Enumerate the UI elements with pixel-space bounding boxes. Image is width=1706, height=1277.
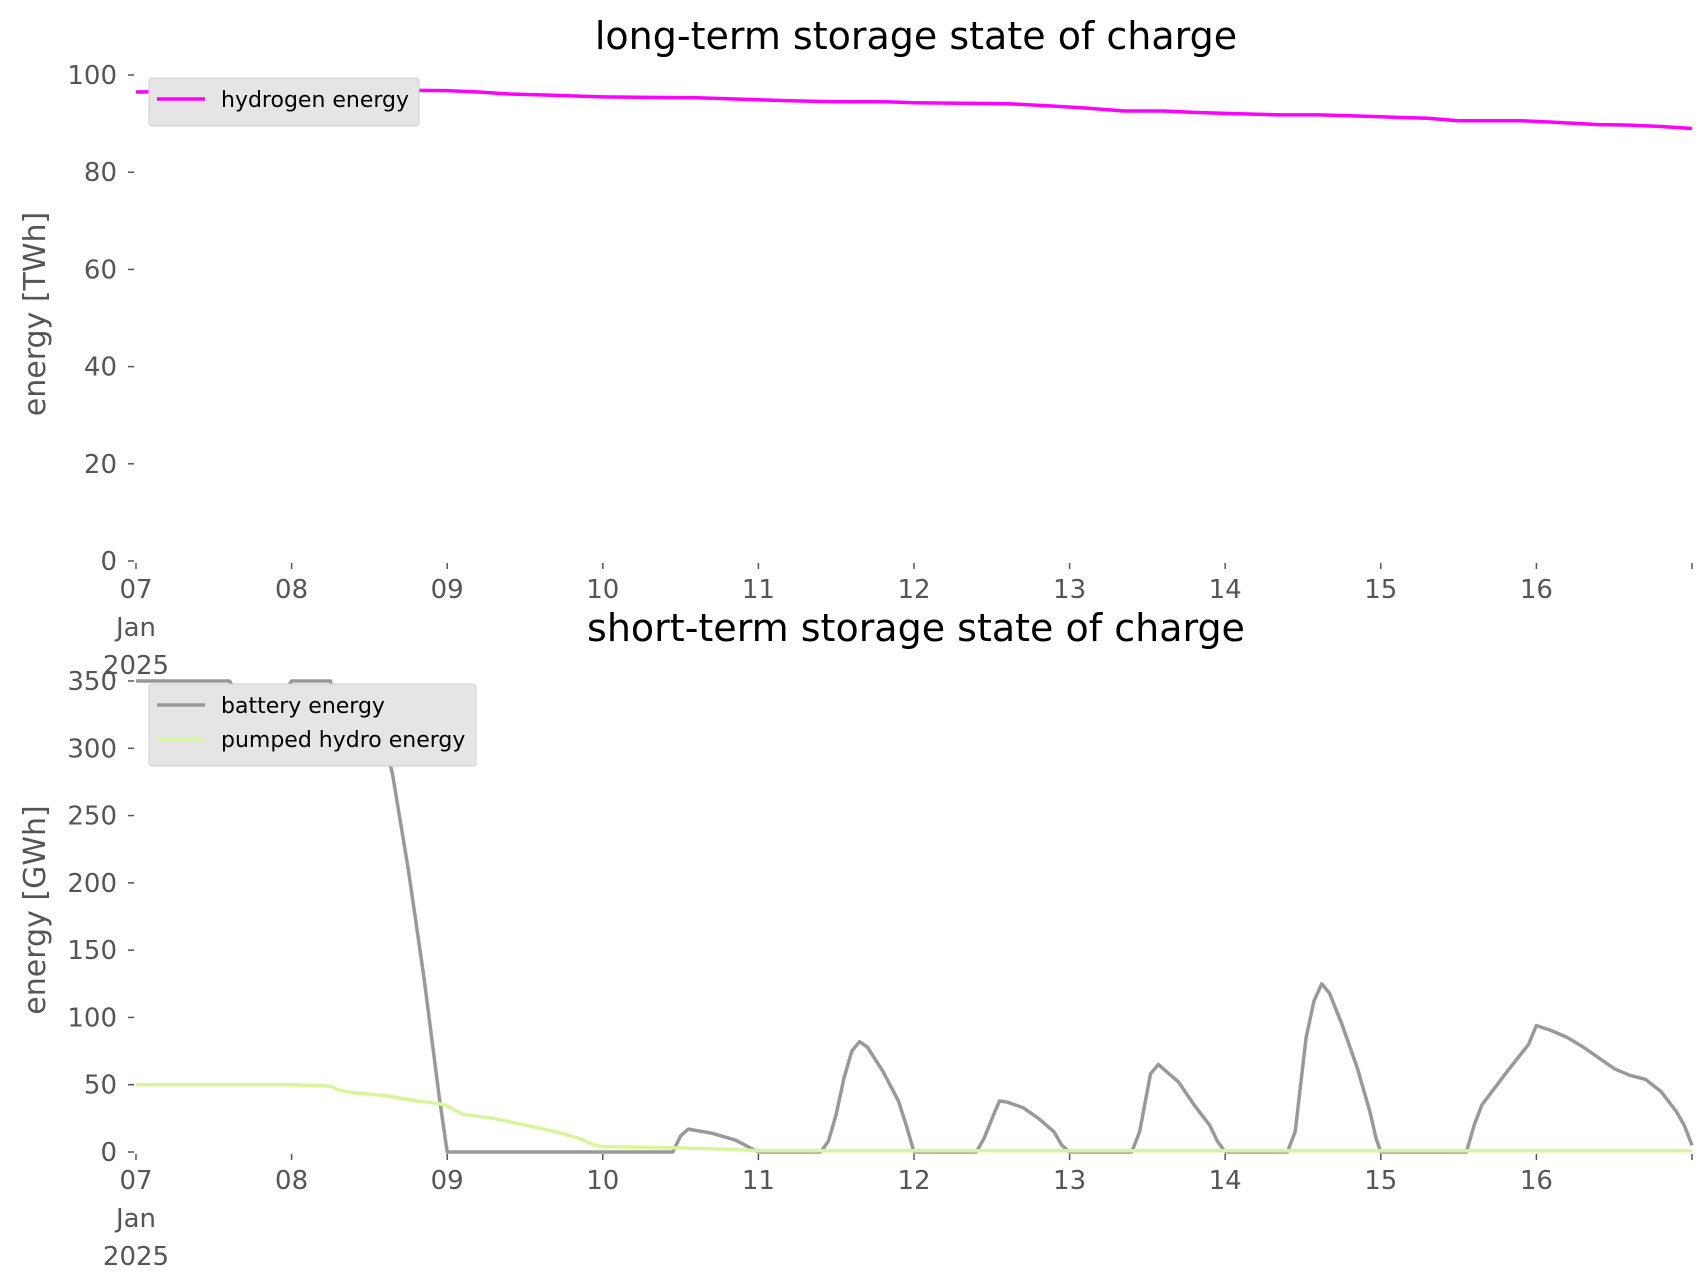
x-tick-label: 2025 [103, 1242, 169, 1272]
y-axis-ticks: 0 50 100 150 200 250 300 350 [67, 667, 134, 1168]
series-line [136, 1082, 1692, 1153]
x-tick-label: 10 [586, 575, 619, 605]
x-tick-label: 12 [897, 575, 930, 605]
x-tick-label: 13 [1053, 1166, 1086, 1196]
x-tick-label: 14 [1209, 1166, 1242, 1196]
y-tick-label: 150 [67, 936, 117, 966]
series-line [135, 88, 1693, 131]
x-tick-label: Jan [114, 1204, 156, 1234]
x-tick-label: 11 [742, 1166, 775, 1196]
legend-box [148, 77, 420, 127]
y-tick-label: 50 [84, 1071, 117, 1101]
x-tick-label: 07 [119, 1166, 152, 1196]
y-tick-label: 0 [100, 1138, 117, 1168]
x-tick-label: 15 [1364, 575, 1397, 605]
series-lines [136, 679, 1694, 1154]
x-tick-label: 09 [431, 1166, 464, 1196]
x-axis-ticks: 07 Jan 2025 08 09 10 11 12 13 14 15 16 [103, 1154, 1693, 1272]
y-axis-label: energy [TWh] [18, 212, 53, 416]
x-tick-label: 08 [275, 1166, 308, 1196]
x-tick-label: 07 [119, 575, 152, 605]
y-tick-label: 300 [67, 734, 117, 764]
x-tick-label: Jan [114, 613, 156, 643]
x-axis-ticks: 07 Jan 2025 08 09 10 11 12 13 14 15 16 [103, 563, 1693, 681]
y-tick-label: 0 [100, 547, 117, 577]
x-tick-label: 10 [586, 1166, 619, 1196]
chart-title: short-term storage state of charge [587, 606, 1245, 650]
y-tick-label: 100 [67, 1003, 117, 1033]
chart-title: long-term storage state of charge [595, 14, 1237, 58]
x-tick-label: 12 [897, 1166, 930, 1196]
y-tick-label: 200 [67, 869, 117, 899]
series-line [136, 679, 1694, 1154]
y-axis-label: energy [GWh] [18, 805, 53, 1014]
long-term-storage-chart: long-term storage state of charge energy… [18, 14, 1693, 681]
y-tick-label: 40 [84, 353, 117, 383]
y-tick-label: 80 [84, 158, 117, 188]
x-tick-label: 11 [742, 575, 775, 605]
y-tick-label: 350 [67, 667, 117, 697]
legend: hydrogen energy [148, 77, 420, 127]
y-tick-label: 20 [84, 450, 117, 480]
legend-box [148, 683, 477, 767]
y-tick-label: 60 [84, 255, 117, 285]
x-tick-label: 08 [275, 575, 308, 605]
legend-label: pumped hydro energy [221, 728, 465, 753]
legend-label: hydrogen energy [221, 88, 409, 113]
y-axis-ticks: 0 20 40 60 80 100 [67, 61, 134, 577]
y-tick-label: 250 [67, 802, 117, 832]
x-tick-label: 2025 [103, 651, 169, 681]
y-tick-label: 100 [67, 61, 117, 91]
legend: battery energy pumped hydro energy [148, 683, 477, 767]
legend-label: battery energy [221, 694, 385, 719]
x-tick-label: 16 [1520, 575, 1553, 605]
x-tick-label: 13 [1053, 575, 1086, 605]
x-tick-label: 14 [1209, 575, 1242, 605]
series-lines [135, 88, 1693, 131]
x-tick-label: 16 [1520, 1166, 1553, 1196]
x-tick-label: 15 [1364, 1166, 1397, 1196]
short-term-storage-chart: short-term storage state of charge energ… [18, 606, 1694, 1272]
x-tick-label: 09 [431, 575, 464, 605]
